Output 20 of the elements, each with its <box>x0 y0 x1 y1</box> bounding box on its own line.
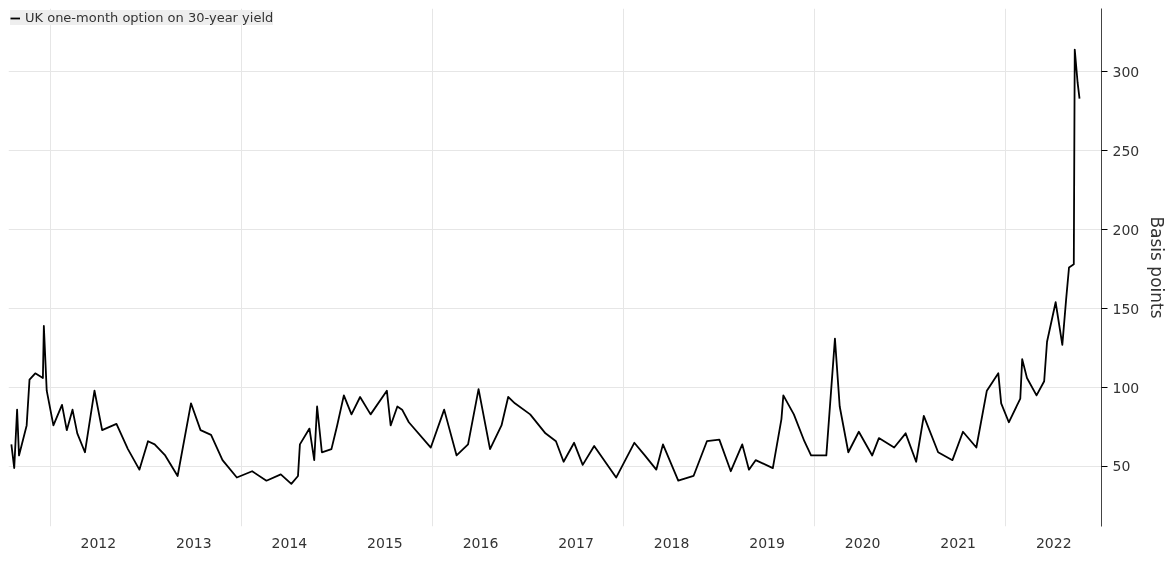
y-tick-label: 300 <box>1112 63 1140 80</box>
x-tick-label: 2016 <box>462 534 499 551</box>
x-tick-label: 2012 <box>80 534 117 551</box>
legend-label: UK one-month option on 30-year yield <box>25 10 274 25</box>
x-tick-label: 2022 <box>1035 534 1072 551</box>
x-tick-label: 2019 <box>749 534 785 551</box>
y-tick-label: 200 <box>1112 221 1140 238</box>
y-axis-title: Basis points <box>1147 216 1168 319</box>
y-tick-label: 100 <box>1112 379 1140 396</box>
y-tick-label: 250 <box>1112 142 1140 159</box>
x-tick-label: 2017 <box>558 534 594 551</box>
y-tick-label: 150 <box>1112 300 1140 317</box>
line-series <box>10 48 1081 485</box>
x-tick-label: 2013 <box>176 534 212 551</box>
x-tick-label: 2015 <box>367 534 403 551</box>
x-tick-label: 2018 <box>653 534 690 551</box>
x-tick-label: 2020 <box>844 534 881 551</box>
y-tick-label: 50 <box>1112 458 1131 475</box>
x-tick-label: 2014 <box>271 534 308 551</box>
x-tick-label: 2021 <box>940 534 977 551</box>
